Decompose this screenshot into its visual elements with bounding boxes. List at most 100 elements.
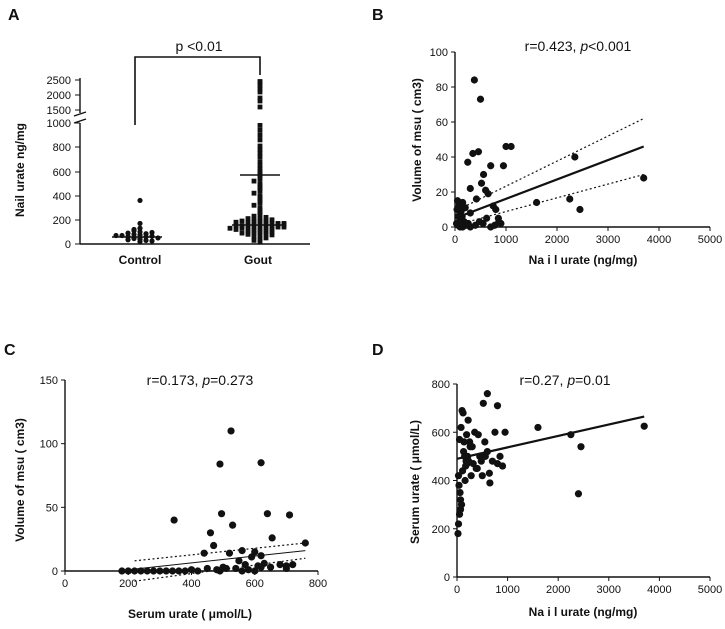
panel-d-point	[479, 399, 487, 407]
panel-c-ytick-label: 100	[40, 439, 58, 451]
panel-d-points	[454, 390, 648, 538]
panel-b-ylabel: Volume of msu ( cm3)	[410, 78, 424, 202]
panel-c-point	[282, 562, 290, 570]
panel-c: C r=0.173, p=0.273 Volume of msu ( cm3) …	[4, 342, 327, 621]
panel-c-point	[225, 549, 234, 557]
panel-d-point	[454, 472, 463, 480]
panel-c-point	[170, 516, 178, 524]
panel-d-point	[574, 490, 583, 498]
panel-c-point	[156, 567, 164, 575]
panel-d-ytick-label: 200	[432, 524, 450, 536]
panel-a-points	[113, 79, 287, 245]
panel-b-point	[495, 218, 503, 226]
panel-d-point	[454, 520, 463, 528]
panel-b-points	[452, 76, 648, 231]
panel-a-gout-point	[257, 173, 263, 179]
panel-d-point	[485, 469, 493, 477]
panel-a-gout-point	[263, 214, 269, 220]
panel-b-point	[453, 205, 461, 214]
panel-b-point	[470, 76, 478, 84]
panel-a-gout-point	[263, 225, 269, 231]
panel-c-point	[162, 567, 170, 575]
panel-a-control-point	[149, 233, 155, 239]
panel-c-ytick-label: 150	[40, 375, 58, 387]
panel-b-stat: r=0.423, p<0.001	[525, 38, 632, 54]
panel-b-xlabel: Na i l urate (ng/mg)	[529, 253, 638, 267]
panel-a-gout-point	[251, 213, 257, 219]
panel-b-point	[469, 149, 477, 158]
panel-b-point	[533, 198, 541, 207]
panel-a-gout-point	[257, 210, 263, 215]
panel-a-gout-point	[257, 224, 263, 230]
panel-d-point	[474, 431, 482, 439]
panel-d-point	[456, 505, 465, 514]
panel-a-gout-point	[257, 205, 263, 211]
panel-c-point	[244, 566, 253, 574]
panel-c-point	[216, 460, 224, 468]
panel-c-points	[118, 427, 309, 575]
panel-a-ytick-800: 800	[53, 142, 71, 154]
panel-a-gout-point	[245, 229, 251, 235]
panel-d-xtick-label: 2000	[546, 584, 570, 596]
panel-a-gout-point	[257, 188, 263, 194]
panel-d-point	[466, 443, 474, 451]
panel-c-ylabel: Volume of msu ( cm3)	[13, 418, 27, 542]
panel-d-point	[478, 472, 486, 480]
panel-d-point	[463, 431, 471, 439]
panel-a-gout-point	[263, 222, 269, 228]
panel-b-point	[474, 148, 483, 156]
panel-b-ytick-label: 20	[436, 187, 448, 199]
panel-a-control-point	[137, 220, 143, 227]
panel-b-point	[502, 142, 510, 151]
panel-a-significance-text: p <0.01	[175, 38, 222, 54]
panel-d-point	[491, 428, 499, 436]
panel-d-point	[461, 476, 469, 485]
panel-d-ytick-label: 400	[432, 476, 450, 488]
panel-a-gout-point	[257, 80, 263, 86]
panel-d-point	[481, 438, 489, 446]
panel-a-gout-point	[257, 132, 263, 138]
panel-a-gout-point	[257, 221, 263, 227]
panel-a-significance-bracket	[134, 56, 261, 125]
panel-a-gout-point	[257, 169, 263, 174]
panel-a-gout-point	[251, 202, 257, 208]
panel-c-xlabel: Serum urate ( μmol/L)	[128, 607, 252, 621]
panel-b-ytick-label: 60	[436, 117, 448, 129]
panel-a-gout-point	[251, 228, 257, 234]
panel-a-gout-point	[263, 231, 269, 237]
panel-a-ylabel: Nail urate ng/mg	[13, 123, 27, 217]
panel-a-gout-point	[257, 198, 263, 203]
panel-a-gout-point	[257, 104, 263, 110]
panel-a-gout-point	[263, 235, 269, 241]
panel-a-gout-point	[257, 200, 263, 206]
panel-a-gout-point	[233, 223, 239, 229]
panel-a-axis-break-2	[73, 118, 87, 124]
panel-b-point	[461, 204, 469, 212]
panel-c-point	[251, 567, 259, 575]
panel-a-ytick-2500: 2500	[47, 75, 71, 87]
panel-a-gout-point	[257, 227, 263, 233]
panel-d-point	[493, 402, 502, 410]
panel-b-ci-upper	[454, 117, 644, 212]
panel-a-gout-point	[257, 216, 263, 221]
panel-a-ytick-1500: 1500	[47, 105, 71, 117]
panel-c-point	[124, 567, 132, 575]
panel-b-point	[483, 214, 491, 222]
panel-a-gout-point	[257, 159, 263, 165]
panel-d-point	[459, 447, 468, 456]
panel-c-point	[247, 553, 256, 561]
panel-a-ytick-600: 600	[53, 167, 71, 179]
panel-c-point	[227, 427, 235, 435]
panel-a-control-point	[149, 238, 155, 244]
panel-c-point	[238, 547, 246, 555]
panel-b-point	[476, 95, 485, 103]
panel-a-gout-point	[257, 171, 263, 177]
panel-a-ytick-200: 200	[53, 215, 71, 227]
panel-a-gout-point	[281, 222, 287, 228]
panel-a-gout-point	[275, 224, 281, 230]
panel-c-point	[229, 521, 237, 529]
panel-b-label: B	[372, 7, 384, 24]
panel-b-point	[566, 195, 574, 203]
panel-d-point	[481, 452, 489, 460]
